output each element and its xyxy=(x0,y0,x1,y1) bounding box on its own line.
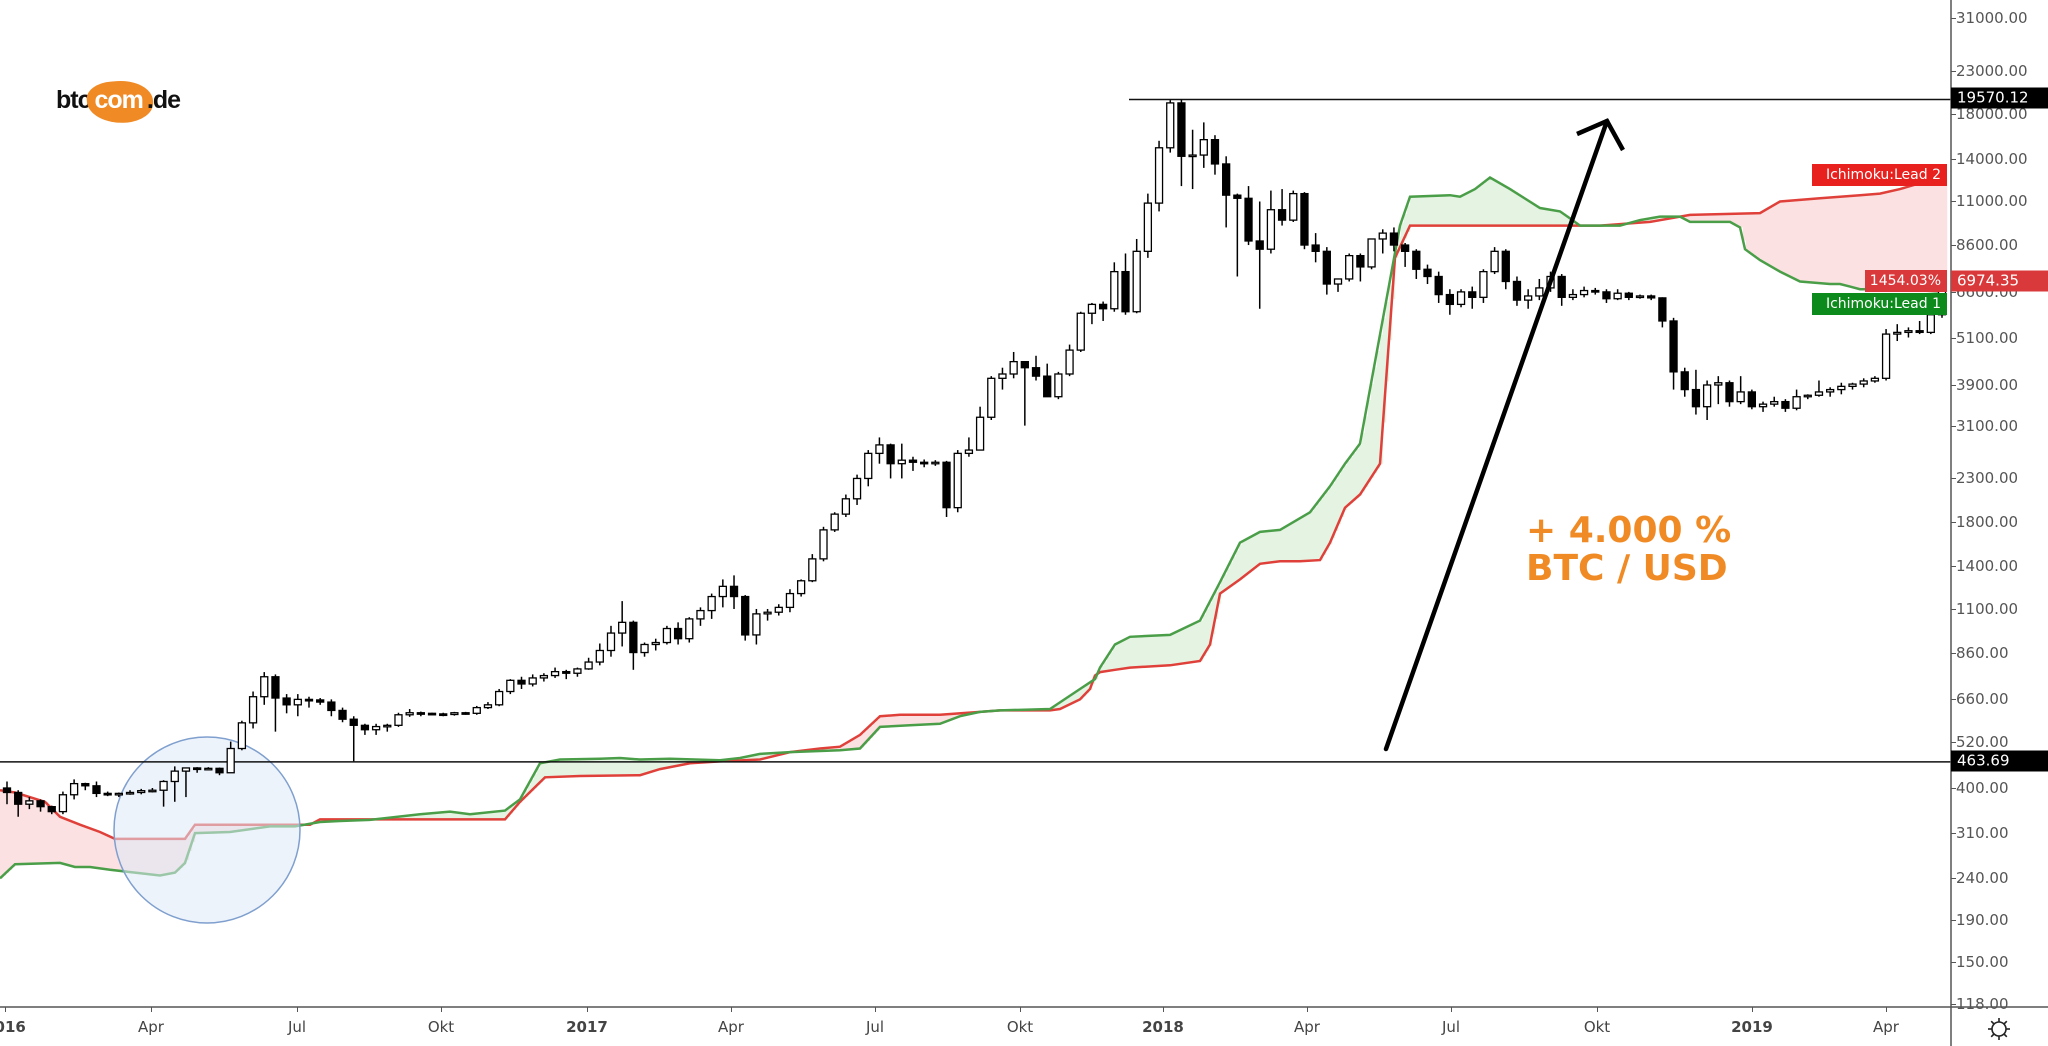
time-axis-label: Apr xyxy=(1873,1018,1899,1036)
price-axis-tick xyxy=(1951,788,1956,789)
price-axis-label: 8600.00 xyxy=(1956,236,2019,255)
price-axis-label: 31000.00 xyxy=(1956,9,2028,28)
price-axis-label: 150.00 xyxy=(1956,952,2009,971)
last-price-tag: 6974.35 xyxy=(1951,270,2048,292)
price-axis-label: 1100.00 xyxy=(1956,599,2019,618)
price-axis-tick xyxy=(1951,608,1956,610)
lead1-line xyxy=(0,175,1946,880)
price-axis-label: 14000.00 xyxy=(1956,149,2028,168)
price-axis-tick xyxy=(1951,833,1956,835)
time-axis-tick xyxy=(297,1007,298,1012)
time-axis-label: Apr xyxy=(138,1018,164,1036)
time-axis-tick xyxy=(1020,1007,1021,1012)
price-axis-label: 240.00 xyxy=(1956,869,2009,888)
price-axis-label: 3100.00 xyxy=(1956,416,2019,435)
price-axis-label: 118.00 xyxy=(1956,995,2009,1014)
lead2-label: Ichimoku:Lead 2 xyxy=(1812,164,1947,186)
lead2-line xyxy=(0,177,1946,841)
time-axis-tick xyxy=(151,1007,152,1012)
price-axis-label: 11000.00 xyxy=(1956,192,2028,211)
price-axis-label: 310.00 xyxy=(1956,824,2009,843)
price-axis-tick xyxy=(1951,919,1956,921)
price-axis-label: 520.00 xyxy=(1956,732,2009,751)
time-axis-tick xyxy=(587,1007,588,1012)
time-axis-tick xyxy=(1451,1007,1452,1012)
price-axis-label: 5100.00 xyxy=(1956,328,2019,347)
settings-gear-icon[interactable] xyxy=(1986,1016,2012,1042)
time-axis-tick xyxy=(875,1007,876,1012)
time-axis-label: Apr xyxy=(1294,1018,1320,1036)
price-axis-tick xyxy=(1951,425,1956,427)
price-axis-tick xyxy=(1951,878,1956,880)
time-axis-tick xyxy=(1886,1007,1887,1012)
price-axis-tick xyxy=(1951,961,1956,963)
price-axis-tick xyxy=(1951,245,1956,247)
percent-change-label: 1454.03% xyxy=(1865,270,1947,292)
price-axis-tick xyxy=(1951,114,1956,116)
price-axis-label: 18000.00 xyxy=(1956,105,2028,124)
price-axis-tick xyxy=(1951,566,1956,568)
price-axis-tick xyxy=(1951,741,1956,743)
time-axis-tick xyxy=(1163,1007,1164,1012)
price-axis-label: 23000.00 xyxy=(1956,61,2028,80)
price-axis-label: 1400.00 xyxy=(1956,557,2019,576)
price-axis-label: 1800.00 xyxy=(1956,512,2019,531)
time-axis-tick xyxy=(441,1007,442,1012)
price-axis-tick xyxy=(1951,384,1956,386)
time-axis-tick xyxy=(1752,1007,1753,1012)
price-axis-tick xyxy=(1951,291,1956,293)
price-axis-tick xyxy=(1951,652,1956,654)
price-axis-label: 860.00 xyxy=(1956,643,2009,662)
gain-annotation-line1: + 4.000 % xyxy=(1526,510,1732,551)
gain-annotation-line2: BTC / USD xyxy=(1526,548,1728,589)
highlight-circle xyxy=(113,736,301,924)
low-price-tag: 463.69 xyxy=(1951,750,2048,772)
logo-part-btc: btc xyxy=(56,85,91,114)
time-axis-label: Apr xyxy=(718,1018,744,1036)
price-axis-tick xyxy=(1951,158,1956,160)
ichimoku-cloud xyxy=(0,175,1948,880)
trend-arrow xyxy=(1383,118,1625,752)
time-axis-label: 2017 xyxy=(566,1018,608,1036)
price-axis-label: 190.00 xyxy=(1956,910,2009,929)
price-axis-label: 3900.00 xyxy=(1956,375,2019,394)
candlesticks xyxy=(2,99,1947,817)
time-axis-tick xyxy=(1597,1007,1598,1012)
time-axis-label: Jul xyxy=(287,1018,307,1036)
price-axis-tick xyxy=(1951,201,1956,203)
gain-annotation: + 4.000 % BTC / USD xyxy=(1526,512,1731,588)
time-axis-label: 2016 xyxy=(0,1018,26,1036)
time-axis-tick xyxy=(731,1007,732,1012)
price-axis-tick xyxy=(1951,478,1956,480)
price-axis-tick xyxy=(1951,521,1956,523)
logo-part-com: com xyxy=(91,86,147,115)
price-axis-label: 400.00 xyxy=(1956,779,2009,797)
high-price-tag: 19570.12 xyxy=(1951,87,2048,109)
time-axis-label: 2018 xyxy=(1142,1018,1184,1036)
time-axis-label: Okt xyxy=(1583,1018,1611,1036)
lead1-label: Ichimoku:Lead 1 xyxy=(1812,293,1947,315)
time-axis-label: Okt xyxy=(427,1018,455,1036)
time-axis-label: 2019 xyxy=(1731,1018,1773,1036)
price-axis-tick xyxy=(1951,70,1956,72)
btc-com-de-logo: btc com .de xyxy=(56,80,181,120)
price-axis-tick xyxy=(1951,699,1956,701)
time-axis-label: Jul xyxy=(1441,1018,1461,1036)
horizontal-lines xyxy=(0,98,1951,763)
price-axis-tick xyxy=(1951,18,1956,20)
price-axis-label: 660.00 xyxy=(1956,690,2009,709)
logo-part-de: .de xyxy=(146,85,181,114)
price-axis-tick xyxy=(1951,337,1956,339)
price-axis-label: 2300.00 xyxy=(1956,469,2019,488)
time-axis-label: Okt xyxy=(1006,1018,1034,1036)
price-axis-tick xyxy=(1951,1004,1956,1006)
time-axis-tick xyxy=(1307,1007,1308,1012)
time-axis-tick xyxy=(5,1007,6,1012)
time-axis-label: Jul xyxy=(865,1018,885,1036)
